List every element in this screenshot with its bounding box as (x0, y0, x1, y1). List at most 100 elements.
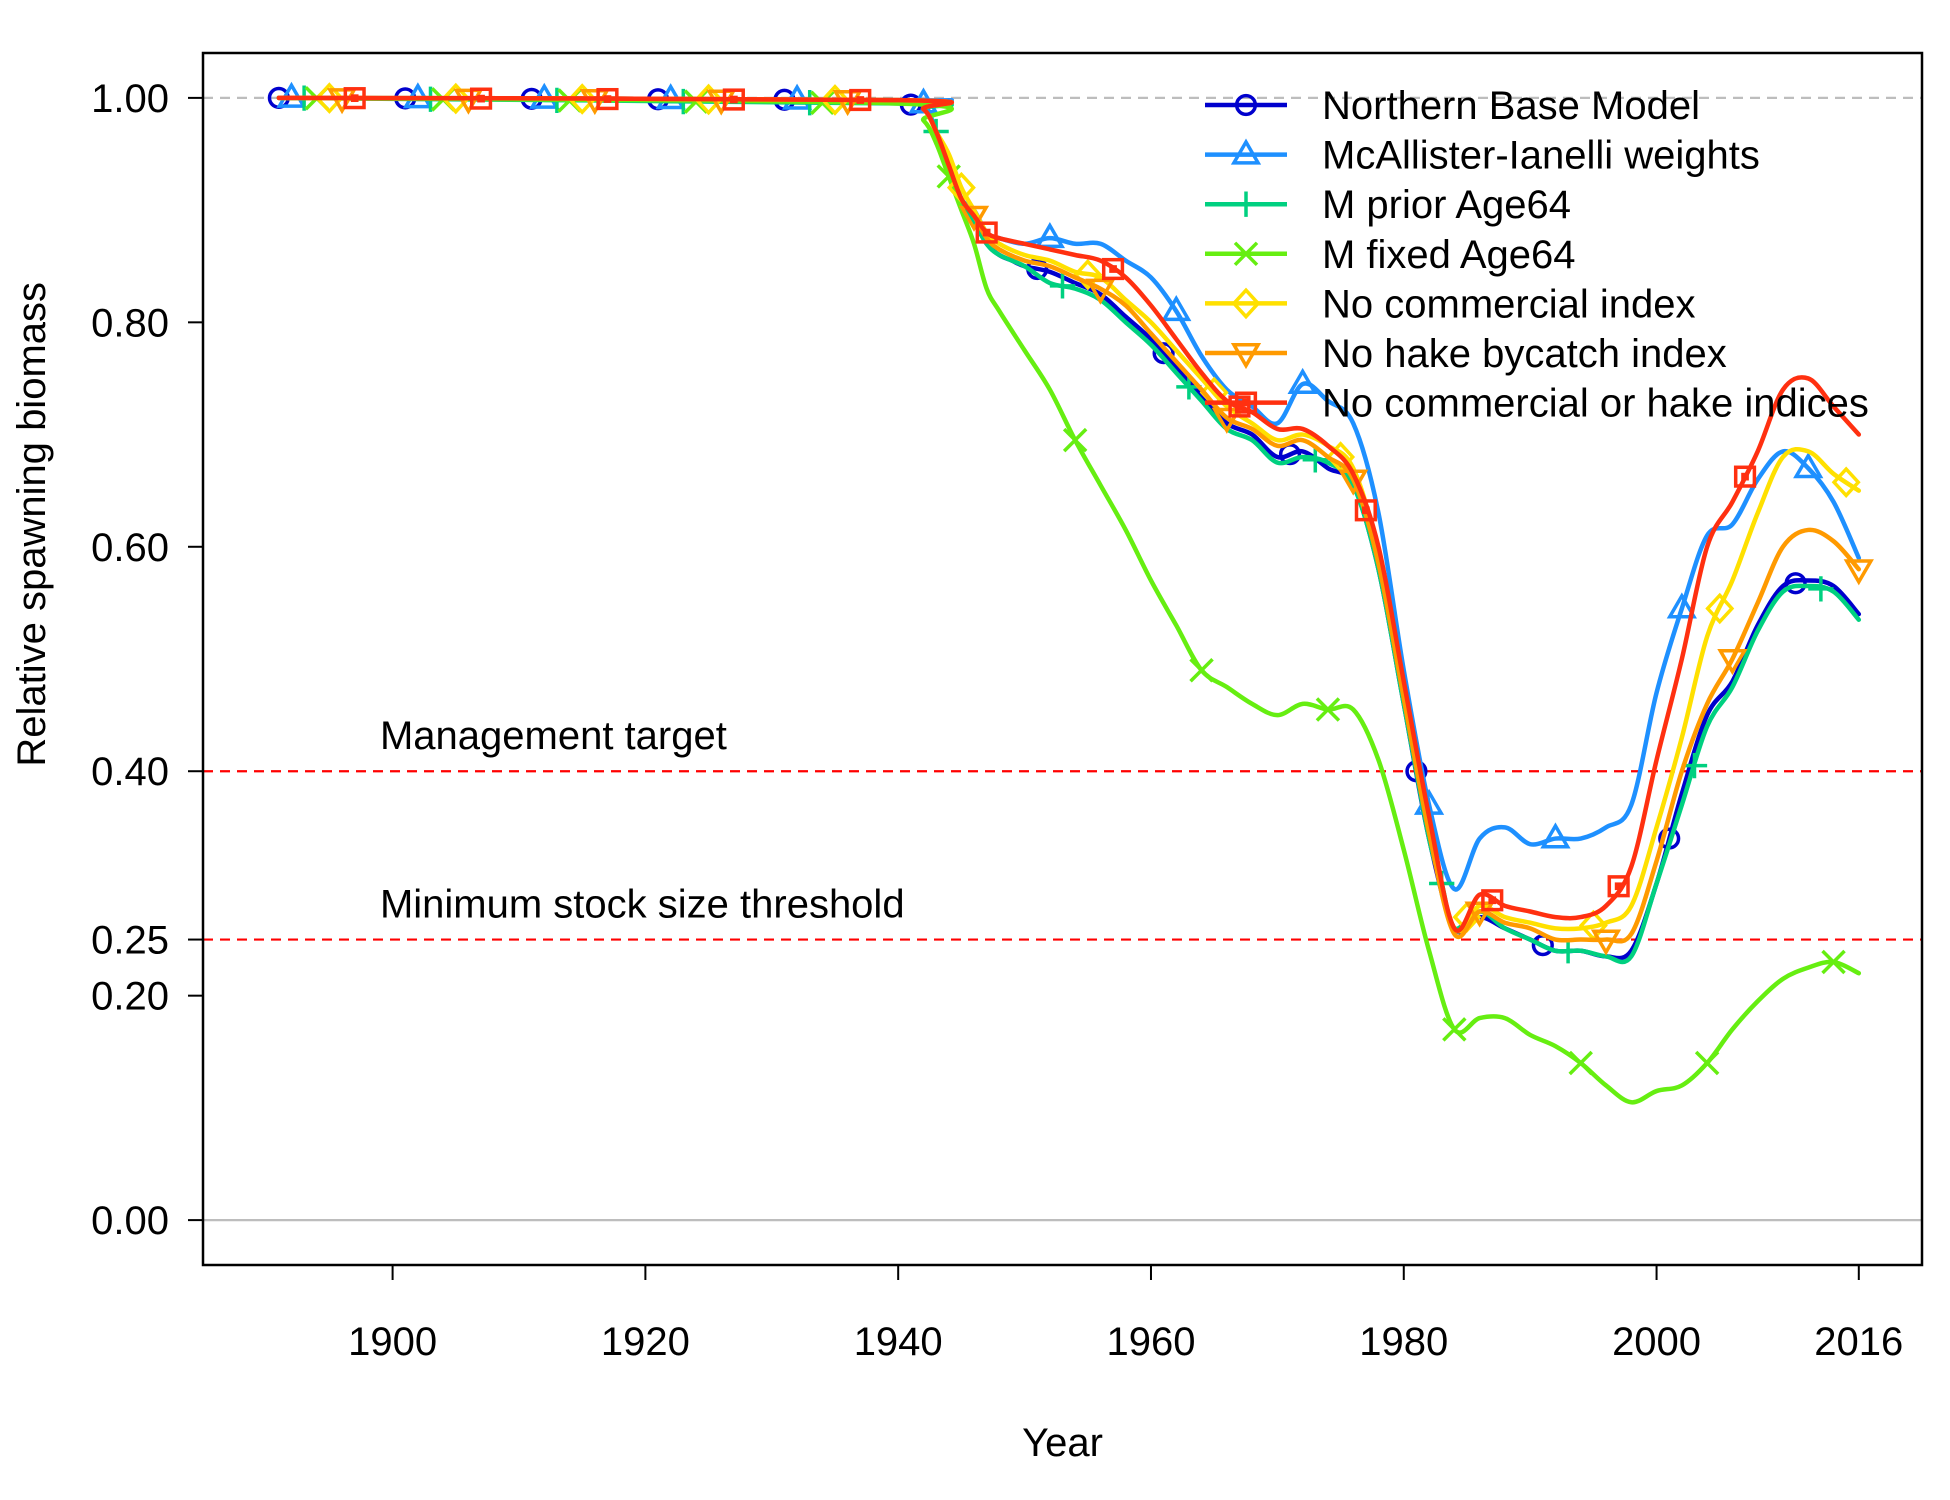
series-line-3 (276, 95, 1862, 1105)
y-tick-label: 0.20 (91, 975, 169, 1019)
y-tick-label: 0.80 (91, 301, 169, 345)
series-marker-5 (706, 89, 737, 116)
x-tick-label: 1960 (1106, 1320, 1195, 1364)
legend-marker-core (1242, 398, 1250, 407)
series-marker-1 (1034, 222, 1065, 249)
series-marker-6-core (856, 96, 865, 104)
series-marker-0 (1784, 572, 1807, 595)
series-marker-4 (1705, 592, 1735, 625)
series-marker-4 (567, 83, 597, 115)
series-marker-5 (1085, 278, 1116, 305)
y-tick-label: 1.00 (91, 77, 169, 121)
legend-label: Northern Base Model (1322, 84, 1700, 128)
legend-marker (1230, 138, 1262, 165)
series-marker-6-core (730, 95, 738, 104)
series-marker-4 (694, 83, 724, 116)
series-marker-1 (1666, 592, 1697, 619)
reference-lines: Management target Minimum stock size thre… (203, 96, 1922, 1222)
y-tick-label: 0.00 (91, 1199, 169, 1243)
series-marker-6-core (1488, 896, 1497, 905)
legend-marker (1233, 191, 1259, 217)
series-marker-2 (1049, 273, 1076, 299)
reference-label-1: Management target (380, 714, 727, 758)
series-marker-4 (820, 84, 850, 116)
series-marker-5 (1464, 901, 1495, 928)
series-marker-6 (1607, 875, 1630, 898)
x-tick-label: 2000 (1612, 1320, 1701, 1364)
y-tick-label: 0.60 (91, 526, 169, 570)
series-marker-6 (596, 87, 619, 111)
series-6 (276, 87, 1862, 933)
series-marker-6 (1354, 499, 1377, 522)
series-marker-6-core (603, 95, 612, 103)
series-marker-5 (832, 89, 863, 117)
series-marker-5 (1717, 649, 1748, 676)
series-marker-6 (1481, 889, 1504, 912)
series-marker-6 (722, 88, 745, 111)
legend-label: McAllister-Ianelli weights (1322, 134, 1760, 178)
series-marker-6-core (1362, 506, 1370, 515)
y-axis-title: Relative spawning biomass (10, 282, 54, 767)
series-marker-1 (1793, 452, 1824, 479)
series-marker-0 (1152, 342, 1175, 365)
series-line-6 (276, 95, 1862, 933)
series-marker-5 (579, 89, 610, 116)
x-axis-title: Year (1022, 1421, 1103, 1465)
series-marker-6-core (1109, 265, 1117, 273)
series-marker-5 (958, 205, 990, 232)
series-marker-1 (1161, 294, 1192, 322)
series-marker-5 (326, 88, 358, 115)
legend-marker (1234, 93, 1258, 117)
legend-label: No hake bycatch index (1322, 332, 1727, 376)
x-axis: 1900 1920 1940 1960 1980 2000 2016 (348, 1264, 1903, 1364)
series-marker-3 (1568, 1050, 1593, 1076)
series-marker-6-core (350, 94, 359, 103)
series-marker-3 (810, 90, 835, 116)
series-marker-6-core (1741, 472, 1749, 481)
series-marker-6 (975, 221, 998, 244)
series-marker-6 (1228, 395, 1251, 418)
series-marker-5 (1211, 407, 1242, 434)
legend-label: M prior Age64 (1322, 183, 1571, 227)
series-marker-4 (314, 82, 344, 114)
series-marker-2 (1681, 752, 1708, 779)
series-marker-3 (1062, 427, 1088, 453)
x-tick-label: 2016 (1814, 1320, 1903, 1364)
legend-label: No commercial index (1322, 282, 1695, 326)
legend-label: M fixed Age64 (1322, 233, 1576, 277)
x-tick-label: 1900 (348, 1320, 437, 1364)
series-marker-3 (1442, 1017, 1467, 1042)
series-marker-6 (1733, 465, 1757, 488)
legend-marker (1234, 391, 1258, 414)
series-marker-3 (1694, 1050, 1720, 1076)
series-marker-6-core (1235, 402, 1244, 411)
series-layer (267, 81, 1874, 1105)
legend-marker (1231, 287, 1261, 320)
series-marker-6-core (477, 94, 485, 103)
series-marker-4 (441, 82, 471, 115)
series-marker-3 (1189, 657, 1214, 683)
series-marker-5 (1590, 929, 1622, 956)
x-tick-label: 1920 (601, 1320, 690, 1364)
series-marker-6 (469, 87, 493, 110)
y-axis: 0.00 0.20 0.25 0.40 0.60 0.80 1.00 (91, 77, 203, 1243)
y-tick-label: 0.25 (91, 919, 169, 963)
series-marker-5 (453, 88, 484, 115)
series-marker-3 (1821, 949, 1846, 975)
legend-marker (1230, 343, 1262, 370)
legend-label: No commercial or hake indices (1322, 382, 1869, 426)
series-marker-6 (1101, 257, 1125, 281)
reference-label-2: Minimum stock size threshold (380, 883, 905, 927)
series-marker-1 (1287, 367, 1318, 395)
series-marker-6 (849, 88, 872, 112)
series-marker-5 (1843, 559, 1874, 586)
legend: Northern Base Model McAllister-Ianelli we… (1205, 84, 1869, 426)
series-marker-1 (1540, 822, 1571, 849)
series-marker-3 (1315, 697, 1341, 722)
series-marker-2 (1302, 447, 1328, 473)
series-marker-6-core (1614, 882, 1623, 891)
series-marker-4 (1073, 258, 1103, 291)
y-tick-label: 0.40 (91, 750, 169, 794)
series-marker-6-core (982, 228, 991, 237)
